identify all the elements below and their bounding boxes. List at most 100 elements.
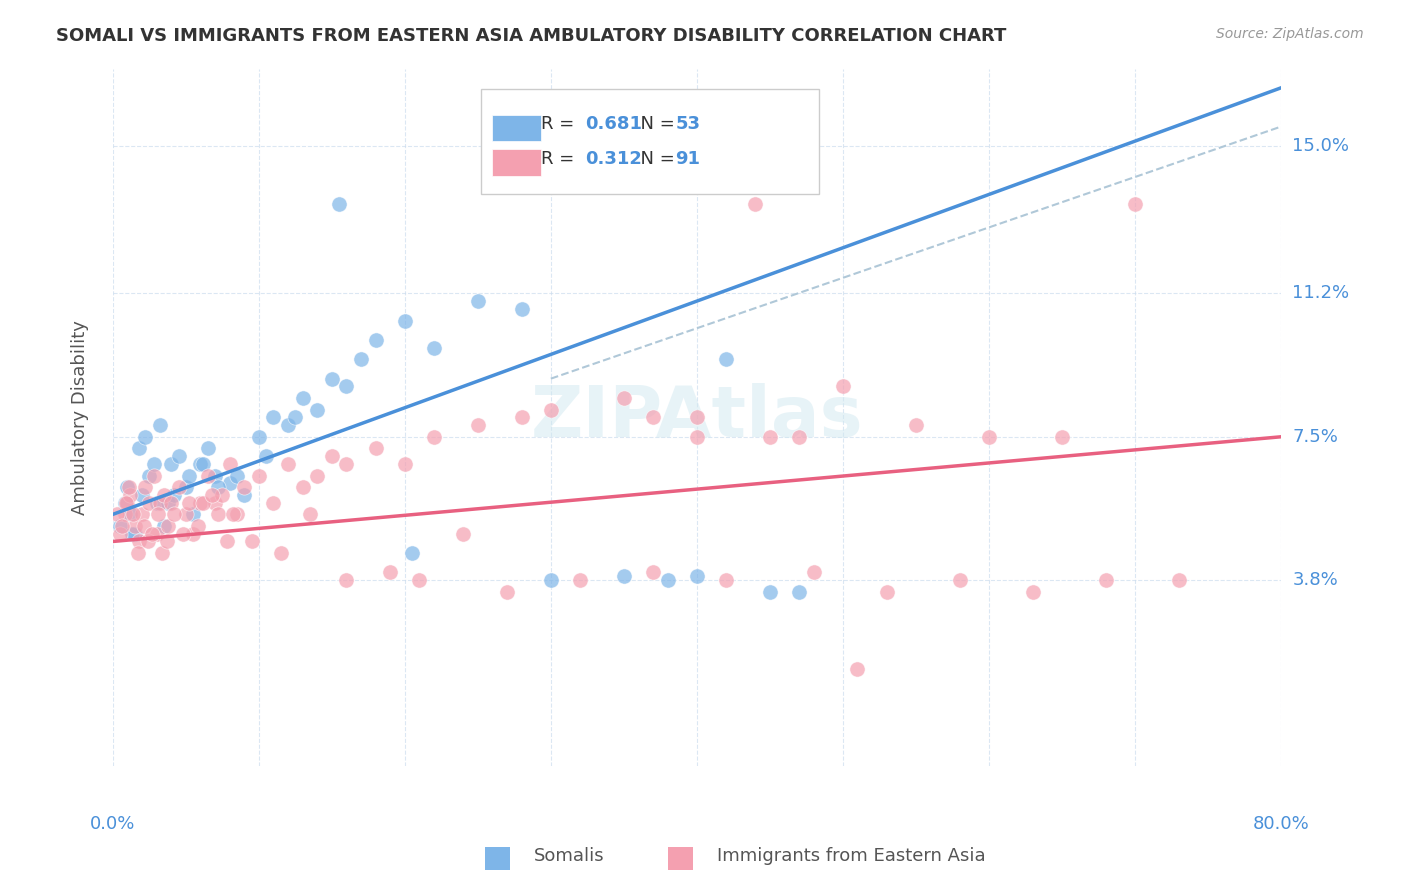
Point xyxy=(148,418,170,433)
Point xyxy=(181,508,204,522)
Point xyxy=(277,418,299,433)
Point xyxy=(204,496,226,510)
Point xyxy=(207,508,229,522)
Point xyxy=(364,333,387,347)
Point xyxy=(218,476,240,491)
Point xyxy=(118,480,141,494)
Point xyxy=(110,519,132,533)
Point xyxy=(1050,430,1073,444)
Point xyxy=(686,430,709,444)
Point xyxy=(145,526,167,541)
Point xyxy=(240,534,263,549)
Text: 0.312: 0.312 xyxy=(585,150,643,169)
Point xyxy=(167,449,190,463)
Point xyxy=(401,546,423,560)
Point xyxy=(157,519,180,533)
Point xyxy=(128,442,150,456)
Point xyxy=(759,430,782,444)
Text: N =: N = xyxy=(628,150,681,169)
Point xyxy=(262,410,284,425)
Point xyxy=(569,573,592,587)
Point xyxy=(197,468,219,483)
Point xyxy=(226,508,249,522)
Point xyxy=(142,457,165,471)
Point xyxy=(977,430,1000,444)
Point xyxy=(108,519,131,533)
Point xyxy=(451,526,474,541)
Point xyxy=(121,526,143,541)
Point xyxy=(270,546,292,560)
Point xyxy=(207,480,229,494)
Point xyxy=(174,508,197,522)
Point xyxy=(641,566,664,580)
Y-axis label: Ambulatory Disability: Ambulatory Disability xyxy=(72,320,89,515)
Point xyxy=(193,496,215,510)
Point xyxy=(321,449,343,463)
Point xyxy=(117,496,139,510)
Point xyxy=(423,430,446,444)
Text: R =: R = xyxy=(541,150,581,169)
Point xyxy=(181,526,204,541)
Point xyxy=(190,496,212,510)
Text: 11.2%: 11.2% xyxy=(1292,285,1350,302)
Point xyxy=(540,573,562,587)
Point xyxy=(197,442,219,456)
Point xyxy=(204,468,226,483)
Point xyxy=(114,496,136,510)
Point xyxy=(146,508,169,522)
Point xyxy=(124,526,146,541)
Point xyxy=(186,519,208,533)
Point xyxy=(759,585,782,599)
Point xyxy=(211,488,233,502)
Point xyxy=(136,534,159,549)
Point xyxy=(335,573,357,587)
Point xyxy=(108,526,131,541)
FancyBboxPatch shape xyxy=(481,89,820,194)
Point xyxy=(423,341,446,355)
Point xyxy=(132,519,155,533)
Point xyxy=(335,379,357,393)
Point xyxy=(787,430,810,444)
Point xyxy=(247,430,270,444)
Point xyxy=(298,508,321,522)
Text: 7.5%: 7.5% xyxy=(1292,428,1339,446)
Text: R =: R = xyxy=(541,115,581,133)
Text: Source: ZipAtlas.com: Source: ZipAtlas.com xyxy=(1216,27,1364,41)
Point xyxy=(215,534,238,549)
Point xyxy=(218,457,240,471)
Point xyxy=(148,496,170,510)
Text: 15.0%: 15.0% xyxy=(1292,137,1350,155)
Point xyxy=(122,508,145,522)
Point xyxy=(174,480,197,494)
FancyBboxPatch shape xyxy=(492,114,541,141)
Point xyxy=(714,573,737,587)
Point xyxy=(1123,197,1146,211)
Point xyxy=(335,457,357,471)
Point xyxy=(380,566,402,580)
Point xyxy=(153,519,176,533)
Point xyxy=(254,449,277,463)
Point xyxy=(177,496,200,510)
Point xyxy=(160,457,183,471)
Point xyxy=(142,468,165,483)
Point xyxy=(613,569,636,583)
Point xyxy=(177,468,200,483)
Point xyxy=(744,197,766,211)
Point xyxy=(163,488,186,502)
Point xyxy=(904,418,927,433)
Text: 91: 91 xyxy=(675,150,700,169)
Point xyxy=(364,442,387,456)
Point xyxy=(120,488,142,502)
Point xyxy=(167,480,190,494)
Point xyxy=(105,508,128,522)
Point xyxy=(787,585,810,599)
Point xyxy=(307,402,329,417)
Point xyxy=(193,457,215,471)
Point xyxy=(127,546,149,560)
FancyBboxPatch shape xyxy=(492,150,541,176)
Point xyxy=(124,519,146,533)
Point xyxy=(686,569,709,583)
Point xyxy=(114,508,136,522)
Text: 53: 53 xyxy=(675,115,700,133)
Point xyxy=(156,534,179,549)
